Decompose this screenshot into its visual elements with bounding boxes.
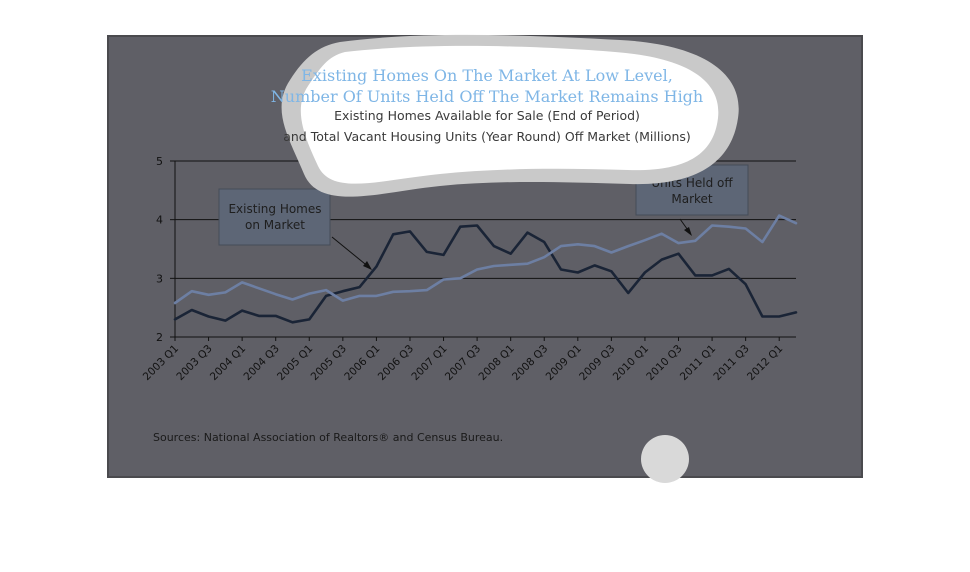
callout-existing-homes: Existing Homes on Market (218, 188, 372, 270)
callout-arrow (331, 236, 371, 269)
chart-source: Sources: National Association of Realtor… (153, 431, 503, 444)
decorative-circle (641, 435, 689, 483)
chart-subtitle-line2: and Total Vacant Housing Units (Year Rou… (283, 129, 691, 144)
callout-arrowhead (363, 261, 372, 270)
y-tick-label: 5 (156, 155, 163, 168)
chart-title-line2: Number Of Units Held Off The Market Rema… (271, 87, 703, 106)
title-highlight (300, 45, 719, 184)
y-tick-label: 3 (156, 272, 163, 285)
callout-label-line2: Market (671, 192, 713, 206)
y-axis-ticks: 2 3 4 5 (156, 155, 163, 344)
series-line-units-held-off (173, 214, 798, 305)
y-tick-label: 4 (156, 214, 163, 227)
y-tick-label: 2 (156, 331, 163, 344)
callout-arrowhead (684, 227, 692, 236)
chart-subtitle-line1: Existing Homes Available for Sale (End o… (334, 108, 640, 123)
callout-label-line1: Existing Homes (228, 202, 321, 216)
callout-label-line2: on Market (245, 218, 305, 232)
callout-box (218, 188, 331, 246)
series-line-existing-homes (173, 224, 798, 324)
chart-title-line1: Existing Homes On The Market At Low Leve… (301, 66, 673, 85)
series-lines (173, 214, 798, 324)
